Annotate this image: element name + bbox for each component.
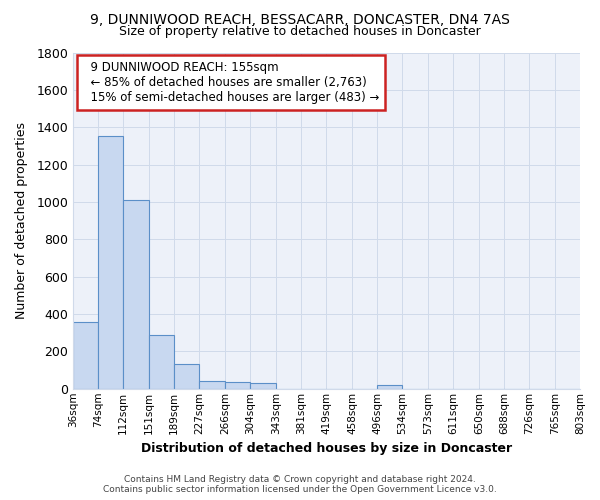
Bar	[250, 383, 276, 389]
Bar	[174, 364, 199, 389]
Y-axis label: Number of detached properties: Number of detached properties	[15, 122, 28, 319]
Bar	[98, 136, 123, 389]
Text: Contains HM Land Registry data © Crown copyright and database right 2024.
Contai: Contains HM Land Registry data © Crown c…	[103, 474, 497, 494]
Bar	[199, 382, 225, 389]
Text: 9 DUNNIWOOD REACH: 155sqm
  ← 85% of detached houses are smaller (2,763)
  15% o: 9 DUNNIWOOD REACH: 155sqm ← 85% of detac…	[83, 61, 380, 104]
Bar	[73, 322, 98, 389]
Bar	[149, 334, 174, 389]
Bar	[123, 200, 149, 389]
Text: 9, DUNNIWOOD REACH, BESSACARR, DONCASTER, DN4 7AS: 9, DUNNIWOOD REACH, BESSACARR, DONCASTER…	[90, 12, 510, 26]
Bar	[377, 385, 402, 389]
Bar	[225, 382, 250, 389]
X-axis label: Distribution of detached houses by size in Doncaster: Distribution of detached houses by size …	[141, 442, 512, 455]
Text: Size of property relative to detached houses in Doncaster: Size of property relative to detached ho…	[119, 25, 481, 38]
